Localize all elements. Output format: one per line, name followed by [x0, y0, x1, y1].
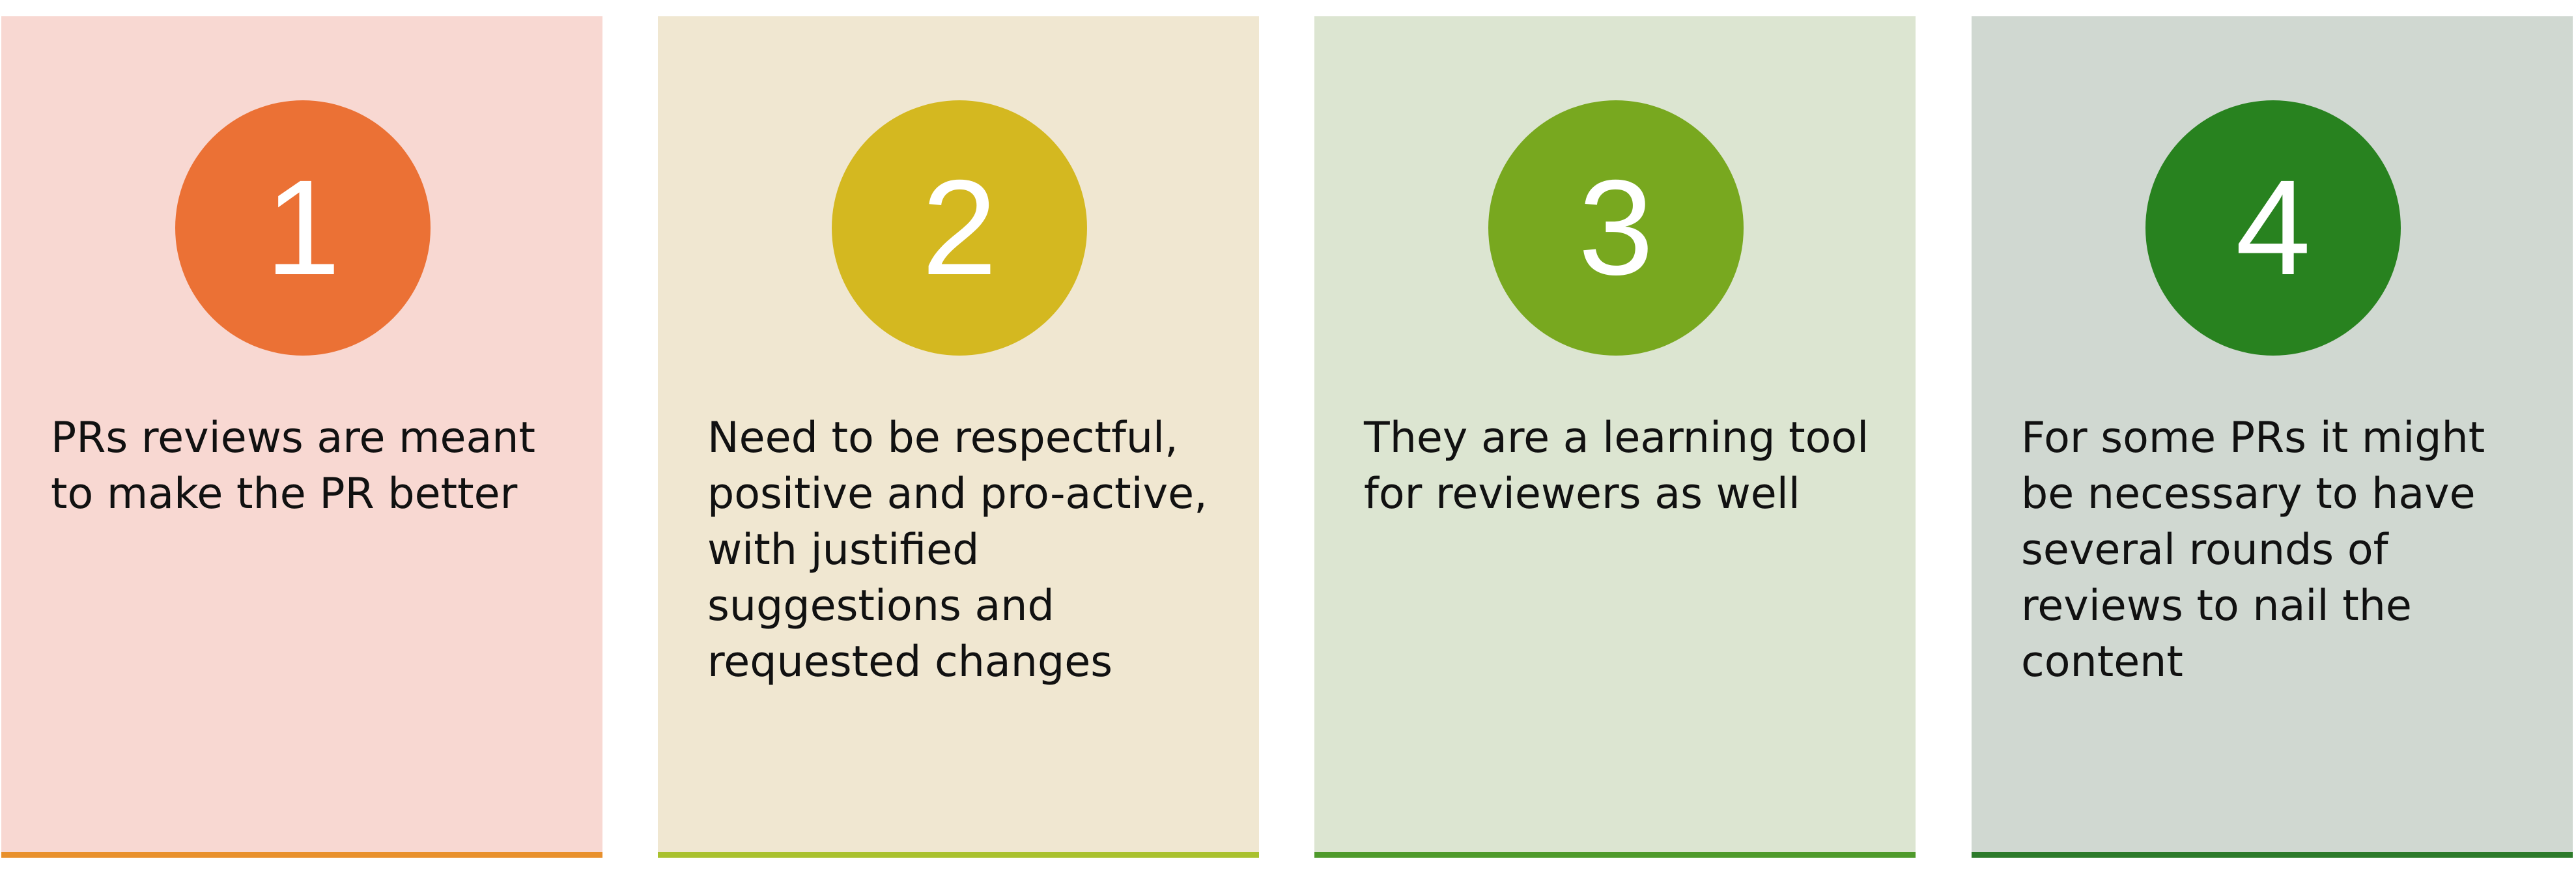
- card-3-text: They are a learning tool for reviewers a…: [1364, 414, 1869, 518]
- card-3: 3 They are a learning tool for reviewers…: [1314, 16, 1916, 858]
- number-badge-1: 1: [175, 100, 431, 356]
- card-1-accent-bar: [1, 852, 602, 858]
- card-1-text: PRs reviews are meant to make the PR bet…: [51, 414, 535, 518]
- card-1: 1 PRs reviews are meant to make the PR b…: [1, 16, 602, 858]
- number-badge-3: 3: [1488, 100, 1744, 356]
- card-2: 2 Need to be respectful, positive and pr…: [658, 16, 1259, 858]
- card-2-accent-bar: [658, 852, 1259, 858]
- card-4-accent-bar: [1972, 852, 2573, 858]
- card-3-accent-bar: [1314, 852, 1916, 858]
- card-2-text: Need to be respectful, positive and pro-…: [707, 414, 1208, 686]
- card-4-text: For some PRs it might be necessary to ha…: [2021, 414, 2485, 686]
- number-badge-4: 4: [2145, 100, 2401, 356]
- number-badge-2: 2: [832, 100, 1087, 356]
- card-4: 4 For some PRs it might be necessary to …: [1972, 16, 2573, 858]
